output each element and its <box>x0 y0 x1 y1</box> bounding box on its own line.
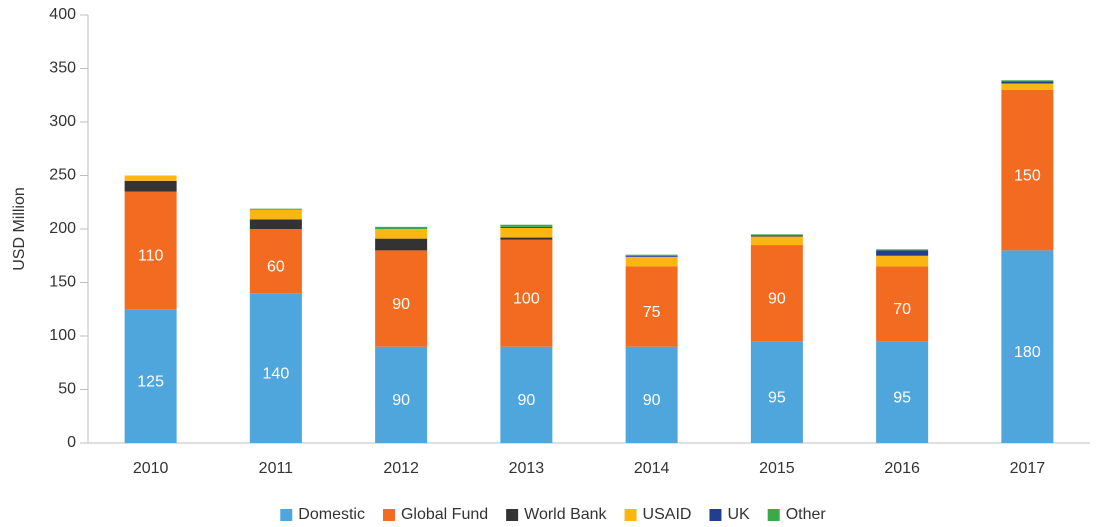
bar-segment <box>375 226 428 229</box>
bar-segment <box>124 180 177 192</box>
y-axis-label: USD Million <box>11 187 28 271</box>
x-tick-label: 2015 <box>759 460 795 477</box>
data-label: 90 <box>392 392 410 409</box>
x-tick-label: 2014 <box>634 460 670 477</box>
data-label: 90 <box>517 392 535 409</box>
legend-label: Other <box>786 506 827 523</box>
legend-label: UK <box>727 506 750 523</box>
bar-segment <box>750 341 803 443</box>
bar-segment <box>249 219 302 229</box>
bar-segment <box>124 175 177 181</box>
data-label: 125 <box>137 373 164 390</box>
data-label: 150 <box>1014 167 1041 184</box>
bar-segment <box>249 209 302 220</box>
bar-segment <box>1001 83 1054 90</box>
bar-segment <box>500 346 553 443</box>
y-tick-label: 150 <box>49 274 76 291</box>
bar-segment <box>750 235 803 237</box>
bar-segment <box>124 191 177 310</box>
bar-segment <box>1001 250 1054 443</box>
data-label: 95 <box>768 389 786 406</box>
bar-segment <box>625 266 678 347</box>
legend-swatch <box>280 509 293 521</box>
bar-segment <box>249 229 302 294</box>
bar-segment <box>876 249 929 251</box>
legend-swatch <box>767 509 780 521</box>
bar-segment <box>625 256 678 267</box>
data-label: 75 <box>643 304 661 321</box>
legend-label: World Bank <box>524 506 607 523</box>
data-label: 90 <box>643 392 661 409</box>
data-label: 70 <box>893 301 911 318</box>
x-tick-label: 2013 <box>509 460 545 477</box>
bar-segment <box>500 237 553 240</box>
bar-segment <box>500 226 553 228</box>
y-tick-label: 200 <box>49 220 76 237</box>
x-tick-label: 2011 <box>259 460 294 477</box>
bar-segment <box>750 245 803 342</box>
legend-swatch <box>382 509 395 521</box>
bar-segment <box>124 309 177 443</box>
bar-segment <box>375 250 428 347</box>
bar-segment <box>375 238 428 251</box>
y-tick-label: 50 <box>58 381 76 398</box>
data-label: 100 <box>513 290 540 307</box>
x-tick-label: 2012 <box>383 460 419 477</box>
y-tick-label: 250 <box>49 167 76 184</box>
data-label: 90 <box>392 296 410 313</box>
y-tick-label: 100 <box>49 327 76 344</box>
bar-segment <box>625 254 678 256</box>
bar-segment <box>249 208 302 210</box>
bar-segment <box>249 293 302 443</box>
bar-segment <box>625 346 678 443</box>
data-label: 95 <box>893 389 911 406</box>
bar-segment <box>375 346 428 443</box>
data-label: 110 <box>138 248 164 265</box>
y-tick-label: 300 <box>49 113 76 130</box>
bar-segment <box>375 229 428 239</box>
bar-segment <box>625 255 678 257</box>
legend-swatch <box>709 509 722 521</box>
data-label: 60 <box>267 258 285 275</box>
bar-segment <box>750 234 803 236</box>
x-tick-label: 2017 <box>1010 460 1046 477</box>
bar-segment <box>1001 81 1054 84</box>
bar-segment <box>500 239 553 347</box>
bar-segment <box>750 236 803 246</box>
legend-label: USAID <box>643 506 692 523</box>
data-label: 90 <box>768 290 786 307</box>
y-tick-label: 0 <box>67 434 76 451</box>
y-tick-label: 400 <box>49 6 76 23</box>
legend-swatch <box>506 509 519 521</box>
bar-segment <box>876 341 929 443</box>
bar-segment <box>876 266 929 342</box>
legend-label: Domestic <box>298 506 365 523</box>
bar-segment <box>1001 80 1054 82</box>
bar-segment <box>500 224 553 227</box>
data-label: 180 <box>1014 344 1041 361</box>
x-tick-label: 2016 <box>884 460 920 477</box>
legend-swatch <box>624 509 637 521</box>
bar-segment <box>876 255 929 267</box>
data-label: 140 <box>263 365 290 382</box>
bar-segment <box>876 250 929 256</box>
y-tick-label: 350 <box>49 60 76 77</box>
x-tick-label: 2010 <box>133 460 169 477</box>
bar-segment <box>1001 89 1054 251</box>
legend-label: Global Fund <box>401 506 488 523</box>
bar-segment <box>500 227 553 238</box>
